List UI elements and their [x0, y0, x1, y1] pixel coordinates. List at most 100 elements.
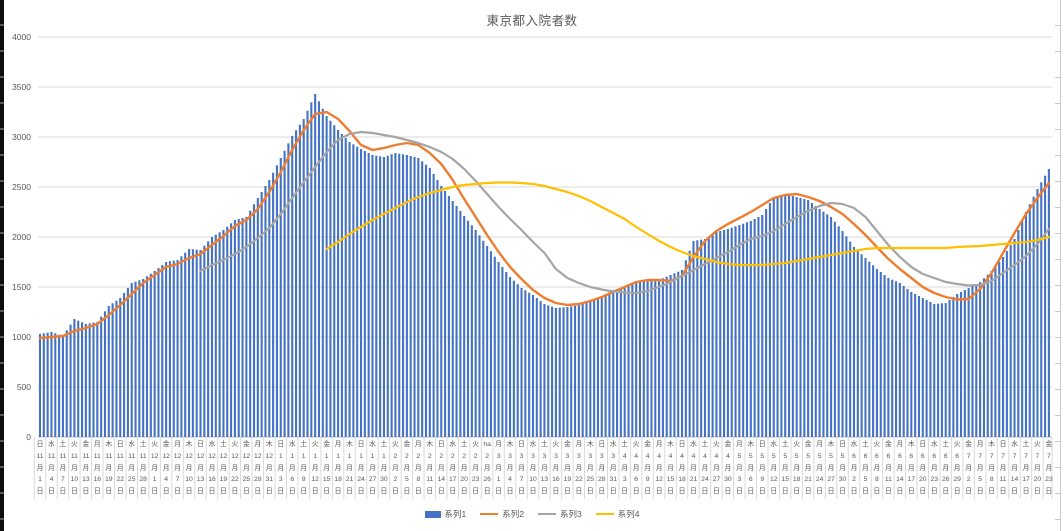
bar: [703, 239, 707, 437]
bar: [321, 108, 324, 437]
bar: [837, 226, 840, 437]
bar: [998, 261, 1001, 437]
bar: [562, 307, 565, 437]
bar: [1021, 221, 1024, 437]
bar: [742, 223, 745, 437]
bar: [145, 276, 149, 437]
y-axis-tick-label: 500: [17, 382, 31, 392]
bar: [875, 269, 878, 437]
bar: [417, 158, 420, 437]
bar: [596, 298, 599, 437]
bar: [952, 297, 955, 437]
bar: [986, 274, 989, 437]
bar: [61, 336, 64, 437]
bar: [619, 288, 622, 437]
bar: [187, 249, 191, 437]
bar: [176, 260, 179, 437]
bar: [734, 226, 737, 437]
bar: [638, 282, 642, 437]
bar: [440, 186, 443, 437]
y-axis-tick-label: 1500: [12, 282, 31, 292]
bar: [906, 289, 909, 437]
bar: [856, 250, 859, 437]
bar: [218, 232, 221, 437]
bar: [551, 306, 554, 437]
bar: [119, 298, 122, 437]
bar: [287, 143, 290, 438]
bar: [382, 157, 385, 437]
bar: [279, 158, 282, 437]
bar: [363, 151, 366, 437]
bar: [696, 240, 699, 437]
bar: [436, 180, 439, 437]
bar: [872, 265, 875, 437]
bar: [291, 136, 294, 437]
bar: [524, 290, 527, 437]
bar: [539, 301, 542, 437]
bar: [921, 298, 924, 437]
bar: [100, 316, 103, 437]
bar: [1044, 175, 1047, 437]
bar: [252, 204, 256, 437]
bar: [447, 196, 450, 437]
bar: [1005, 251, 1008, 437]
bar: [814, 206, 817, 437]
bar: [314, 94, 317, 437]
bar: [333, 125, 336, 438]
bar: [738, 225, 741, 437]
bar: [344, 138, 347, 437]
bar: [956, 294, 959, 437]
bar: [207, 241, 210, 437]
bar: [994, 266, 997, 437]
bar: [325, 116, 328, 437]
bar: [543, 304, 546, 437]
bar: [421, 161, 424, 438]
bar: [849, 241, 852, 437]
bar: [864, 258, 867, 437]
bar: [616, 289, 619, 437]
bar: [337, 130, 340, 437]
bar: [1028, 204, 1031, 437]
bar: [42, 333, 45, 437]
y-axis-tick-label: 1000: [12, 332, 31, 342]
bar: [535, 298, 538, 437]
bar: [803, 199, 806, 437]
bar: [54, 333, 57, 437]
y-axis-tick-label: 3000: [12, 132, 31, 142]
bar: [898, 283, 901, 437]
bar: [902, 286, 905, 437]
bar: [1009, 245, 1012, 437]
bar: [482, 240, 485, 437]
bar: [581, 303, 584, 437]
bar: [486, 246, 489, 437]
bar: [761, 215, 764, 437]
bar: [554, 308, 557, 437]
bar: [868, 261, 871, 437]
legend-label: 系列4: [617, 509, 640, 519]
bar-series: [38, 94, 1050, 438]
bar: [768, 203, 771, 437]
bar: [379, 156, 382, 438]
legend-bar-swatch: [424, 510, 441, 518]
line-series-系列2: [38, 110, 1051, 340]
bar: [413, 157, 416, 437]
bar: [937, 303, 940, 437]
bar: [982, 278, 985, 437]
bar: [612, 290, 615, 437]
spreadsheet-row-ticks: [1055, 0, 1060, 531]
bar: [566, 307, 569, 437]
bar: [195, 249, 198, 437]
bar: [241, 218, 244, 437]
bar: [298, 124, 301, 437]
bar: [463, 216, 466, 437]
bar: [493, 256, 496, 437]
bar: [497, 262, 500, 437]
bar: [359, 149, 363, 437]
bar: [77, 320, 80, 437]
bar: [684, 260, 687, 437]
bar: [505, 272, 508, 437]
bar: [807, 200, 810, 437]
bar: [677, 271, 680, 437]
